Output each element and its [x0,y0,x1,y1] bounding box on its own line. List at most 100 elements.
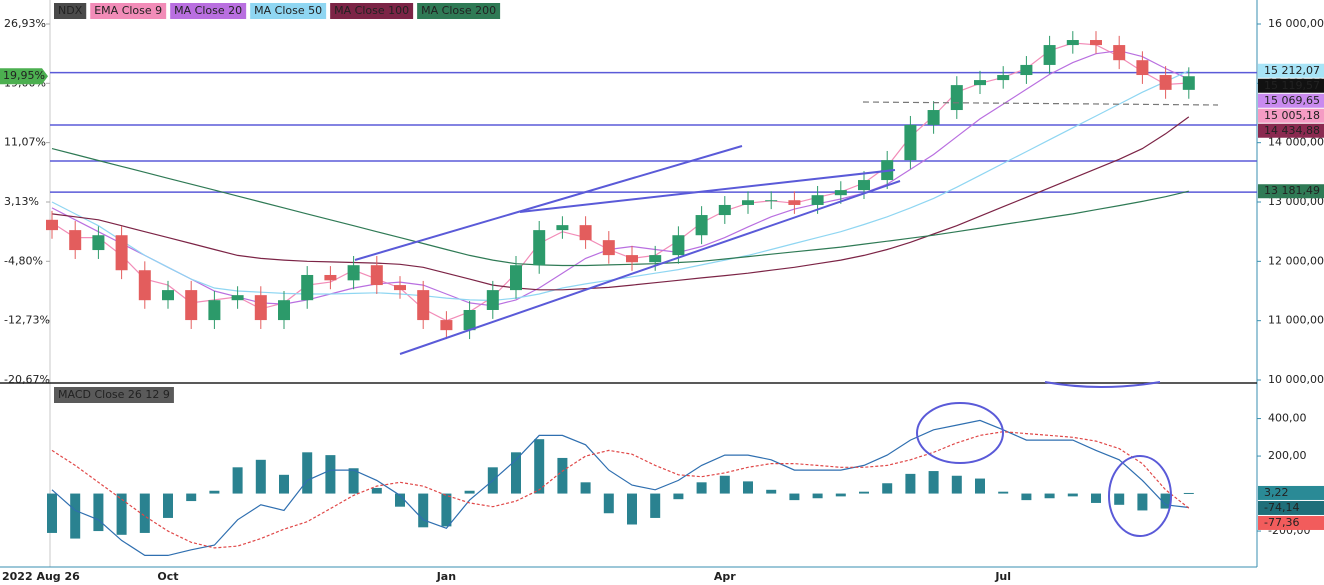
y2-marker-bg [0,68,48,85]
candle-body [1020,64,1033,76]
candle-body [533,230,546,266]
price-tag-bg [1258,184,1324,199]
legend-entry: MA Close 50 [254,4,322,17]
value-tag-label: 3,22 [1264,486,1289,499]
candle-body [950,85,963,111]
histogram-bar [302,452,313,494]
candle-body [46,219,58,231]
price-tag-bg [1258,78,1324,93]
price-tag-bg [1258,63,1324,78]
histogram-bar [650,493,661,518]
histogram-bar [325,455,336,494]
drawings [354,101,1219,537]
histogram-bar [93,493,104,532]
candle-body [834,190,847,196]
histogram-bar [743,481,753,494]
price-tag-bg [1258,108,1324,123]
candle-body [858,180,870,191]
candle-body [254,295,267,321]
histogram-bar [719,475,730,494]
candle-body [742,200,754,205]
histogram-bar [928,471,939,494]
histogram-bar [534,439,545,494]
value-tag-bg [1258,515,1324,530]
legend-entry-bg [330,3,414,19]
histogram-bar [835,493,846,497]
candle-body [788,200,801,205]
histogram-bar [186,493,197,502]
histogram-bar [951,475,962,494]
candle-body [440,320,453,331]
histogram-bar [163,493,173,518]
arc [1044,381,1161,388]
circle-annotation [916,402,1004,464]
value-tag-label: -74,14 [1264,501,1299,514]
candle-body [486,290,499,310]
candle-body [765,200,778,202]
legend-entry: MA Close 100 [334,4,409,17]
histogram-bar [441,493,452,527]
histogram-bar [557,457,568,494]
y-tick-label: 14 000,00 [1268,136,1324,149]
histogram-bar [511,452,521,494]
legend-entry-bg [90,3,167,19]
y-tick-label: 400,00 [1268,412,1307,425]
histogram-bar [627,493,637,525]
candle-body [579,225,592,241]
legend-entry-bg [417,3,501,19]
histogram-bar [905,473,916,494]
histogram-bar [1091,493,1101,503]
candle-body [1043,45,1056,65]
histogram-bar [279,474,289,494]
macd-line [51,419,1189,556]
histogram-bar [139,493,150,533]
candle-body [1136,60,1149,76]
candle-body [626,255,638,263]
histogram-bar [580,482,591,494]
candle-body [115,235,128,271]
x-tick-label: Jan [436,570,456,583]
y-tick-label: 13 000,00 [1268,195,1324,208]
candle-body [324,274,337,281]
candle-body [695,215,708,236]
histogram-bar [1067,493,1078,497]
y2-tick-label: -4,80% [4,254,43,267]
histogram-bar [673,493,684,500]
histogram-bar [395,493,405,507]
y-tick-label: 12 000,00 [1268,254,1324,267]
candle-body [510,265,522,291]
histogram-bar [998,491,1009,494]
candle-body [208,300,221,321]
candle-body [1090,40,1102,46]
price-tag-bg [1258,93,1324,108]
histogram-bar [116,493,127,535]
candle-body [672,235,685,256]
legend-name-bg [54,3,87,19]
histogram-bar [859,491,869,494]
y-tick-label: 11 000,00 [1268,314,1324,327]
histogram-bar [1137,493,1148,511]
histogram-bar [418,493,429,528]
dashed-line [862,101,1219,106]
candle-body [463,309,476,331]
x-tick-label: Apr [714,570,736,583]
histogram-bar [1021,493,1032,501]
candle-body [185,290,198,321]
legend-entry-bg [250,3,327,19]
x-tick-label: 2022 Aug 26 [2,570,80,583]
candle-body [997,75,1010,81]
price-tag-label: 14 434,88 [1264,124,1320,137]
y-tick-label: 16 000,00 [1268,17,1324,30]
histogram-bar [232,467,243,494]
value-tag-bg [1258,485,1324,500]
trend-line [399,180,901,355]
candle-body [162,290,174,301]
histogram-bar [1160,493,1171,509]
indicator-title: MACD Close 26 12 9 [58,388,170,401]
histogram-bar [975,478,985,494]
candle-body [1113,45,1126,61]
histogram-bar [789,493,800,501]
candle-body [718,204,731,216]
